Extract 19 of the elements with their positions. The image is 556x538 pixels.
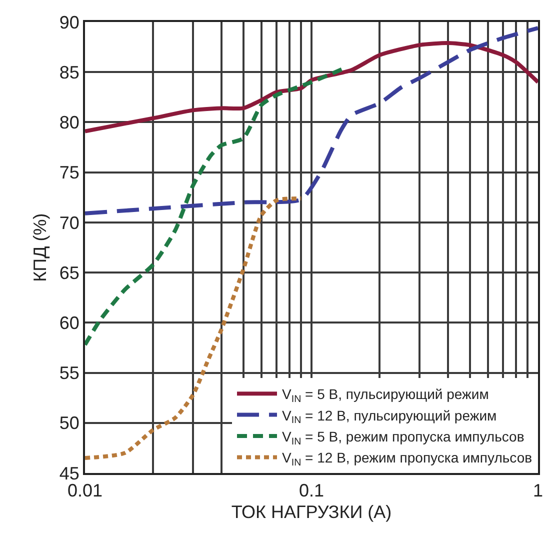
y-tick-label: 85: [59, 62, 80, 82]
y-tick-label: 45: [59, 463, 80, 484]
y-tick-label: 65: [59, 262, 80, 283]
x-axis-title: ТОК НАГРУЗКИ (А): [231, 502, 392, 522]
x-tick-label: 0.1: [298, 480, 324, 501]
y-tick-label: 70: [59, 212, 80, 233]
y-tick-label: 60: [59, 312, 80, 333]
y-tick-label: 80: [59, 112, 80, 133]
y-tick-label: 55: [59, 363, 80, 384]
x-tick-label: 0.01: [67, 480, 103, 501]
legend-label: V$_{IN}$ = 12 В, пульсирующий режим: [282, 407, 497, 426]
y-tick-label: 75: [59, 162, 80, 183]
y-tick-label: 90: [59, 12, 80, 32]
y-axis-title: КПД (%): [30, 213, 50, 282]
legend-label: V$_{IN}$ = 12 В, режим пропуска импульсов: [282, 450, 532, 469]
legend-label: V$_{IN}$ = 5 В, режим пропуска импульсов: [282, 428, 524, 448]
x-tick-label: 1: [532, 480, 544, 501]
y-tick-label: 50: [59, 413, 80, 434]
legend-label: V$_{IN}$ = 5 В, пульсирующий режим: [282, 386, 489, 405]
